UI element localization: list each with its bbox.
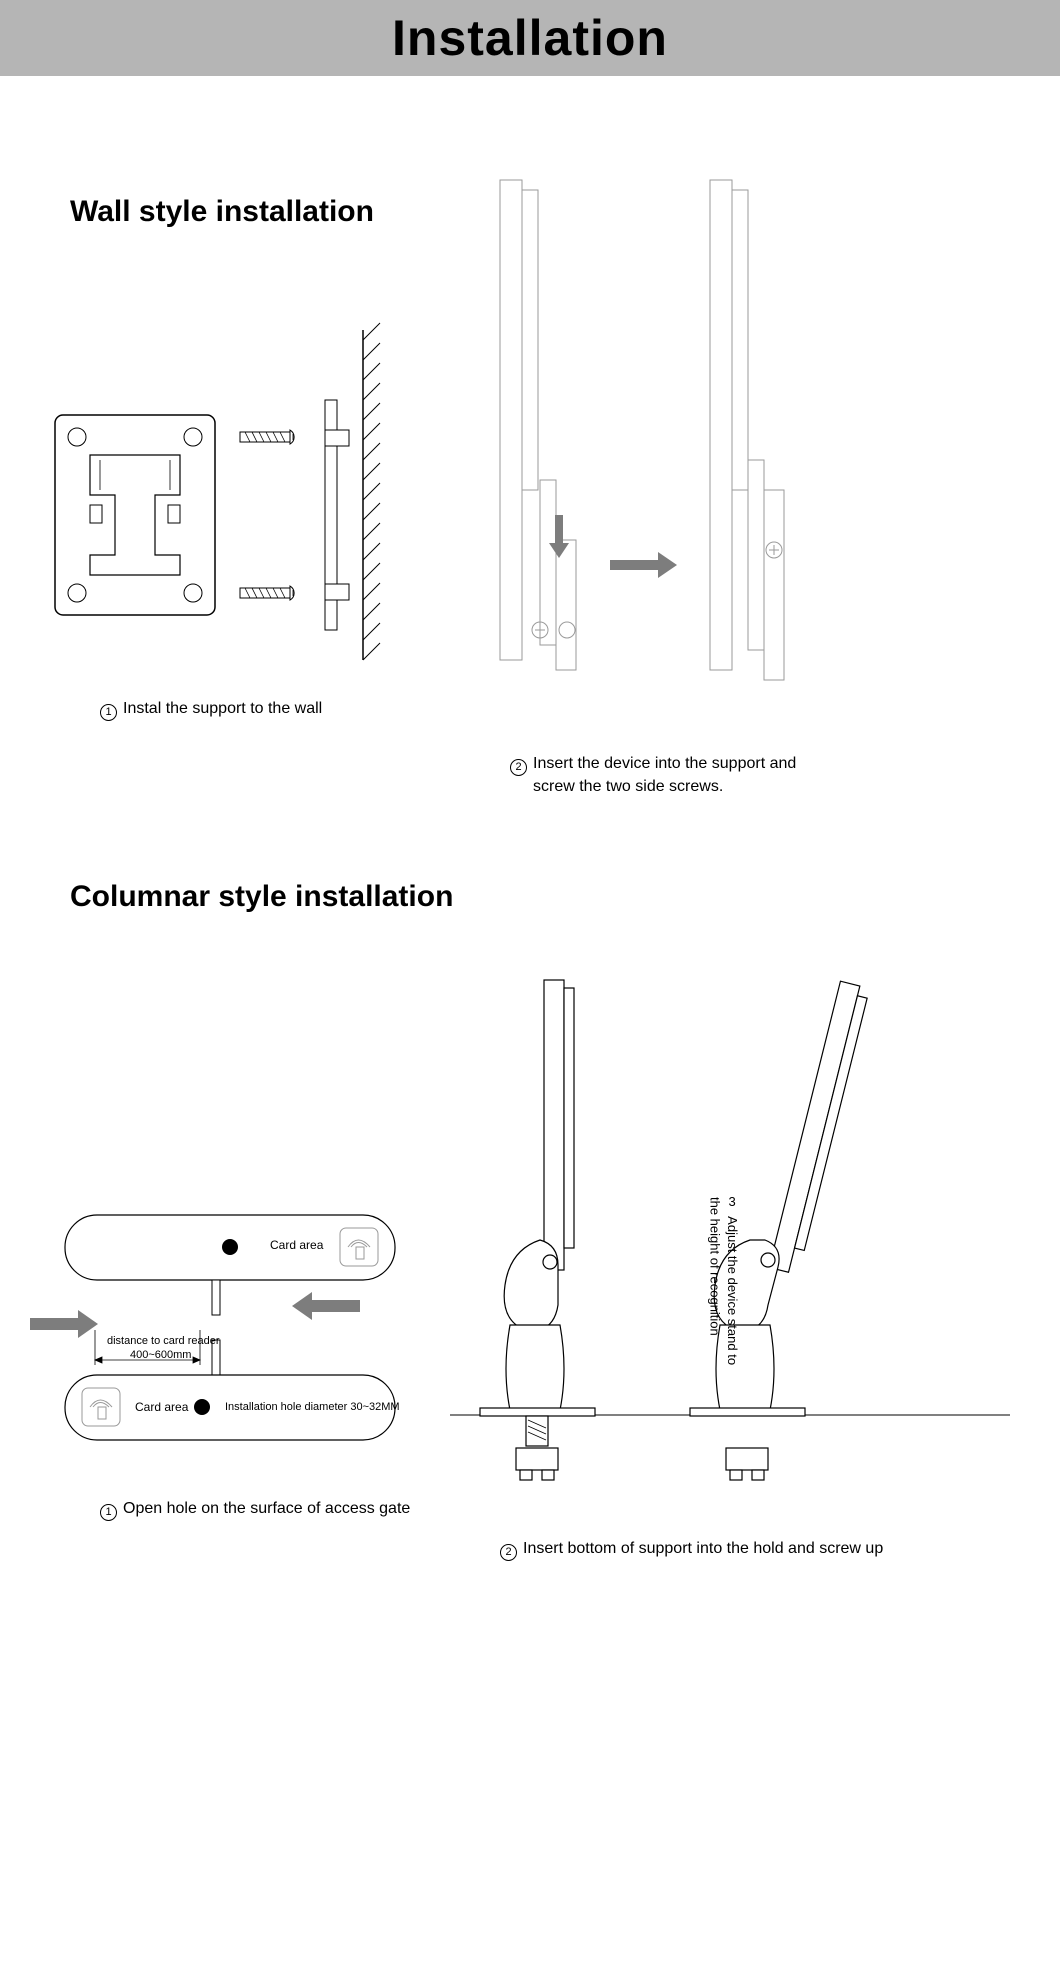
step1-number-icon: 1	[100, 1504, 117, 1521]
label-distance: distance to card reader	[107, 1335, 220, 1347]
caption-wall-step2-text2: screw the two side screws.	[533, 776, 723, 798]
section-title-wall: Wall style installation	[70, 195, 374, 229]
page-title: Installation	[392, 9, 668, 67]
page-header: Installation	[0, 0, 1060, 76]
caption-columnar-step2-text: Insert bottom of support into the hold a…	[523, 1540, 883, 1557]
caption-wall-step1-text: Instal the support to the wall	[123, 700, 322, 717]
label-card-area-upper: Card area	[270, 1238, 323, 1252]
step2-number-icon: 2	[500, 1544, 517, 1561]
step-number-2-icon: 2	[510, 759, 527, 776]
label-hole-diameter: Installation hole diameter 30~32MM	[225, 1401, 400, 1413]
caption-wall-step2-text1: Insert the device into the support and	[533, 755, 796, 772]
diagram-columnar-step1	[30, 1200, 440, 1550]
section-title-columnar: Columnar style installation	[70, 880, 453, 914]
caption-wall-step1: 1 Instal the support to the wall	[100, 700, 322, 721]
caption-columnar-step3-text1: Adjust the device stand to	[725, 1216, 740, 1365]
caption-columnar-step3: 3 Adjust the device stand to the height …	[706, 1195, 741, 1365]
diagram-wall-step1	[45, 330, 395, 660]
label-distance-value: 400~600mm	[130, 1349, 191, 1361]
diagram-wall-step2	[495, 180, 1035, 700]
caption-columnar-step3-text2: the height of recognition	[708, 1197, 723, 1336]
caption-wall-step2: 2Insert the device into the support and …	[510, 753, 796, 798]
step-number-1-icon: 1	[100, 704, 117, 721]
step3-number-icon: 3	[728, 1193, 735, 1211]
label-card-area-lower: Card area	[135, 1400, 188, 1414]
caption-columnar-step1: 1 Open hole on the surface of access gate	[100, 1500, 410, 1521]
caption-columnar-step1-text: Open hole on the surface of access gate	[123, 1500, 410, 1517]
caption-columnar-step2: 2 Insert bottom of support into the hold …	[500, 1540, 883, 1561]
